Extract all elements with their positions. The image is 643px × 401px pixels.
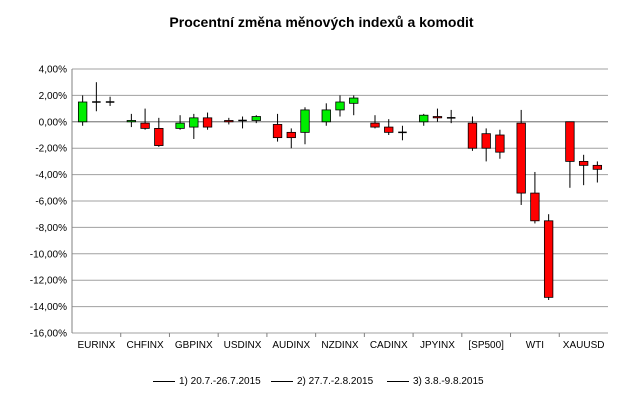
legend-item: 1) 20.7.-26.7.2015 [153,376,261,387]
legend-line-icon [153,380,175,382]
y-tick-label: -6,00% [35,197,67,208]
legend: 1) 20.7.-26.7.2015 2) 27.7.-2.8.2015 3) 3.… [0,376,643,392]
y-tick-label: -4,00% [35,170,67,181]
candlestick-chart: -16,00% -14,00% -12,00% -10,00% -8,00% -6,00%… [30,65,608,351]
candle-body [432,116,443,119]
chart-title: Procentní změna měnových indexů a komodi… [169,14,474,30]
candle-body [224,120,234,123]
y-tick-label: 2,00% [39,91,67,102]
candle-body [349,97,359,104]
y-tick-label: 0,00% [39,117,67,128]
y-tick-label: -8,00% [35,223,67,234]
candle-body [592,164,603,170]
legend-item: 3) 3.8.-9.8.2015 [387,376,484,387]
x-tick-label: CHFINX [126,340,164,351]
candle-body [175,122,185,129]
candle-body [467,122,478,149]
x-tick-label: CADINX [370,340,408,351]
candle-body [335,101,345,111]
legend-label: 1) 20.7.-26.7.2015 [179,376,261,387]
candle-body [481,133,491,149]
x-tick-label: AUDINX [272,340,310,351]
x-tick-label: [SP500] [468,340,504,351]
candle-body [286,131,296,139]
candle-body [202,117,213,128]
candle-body [300,109,310,133]
candle-body [154,127,164,146]
candle-body [419,114,429,123]
candle-body [543,220,554,298]
candle-body [530,192,540,222]
candle-body [140,122,150,129]
candle-body [495,134,505,153]
x-tick-label: XAUUSD [563,340,605,351]
candle-body [370,122,380,128]
x-tick-label: WTI [526,340,544,351]
legend-label: 2) 27.7.-2.8.2015 [297,376,374,387]
legend-line-icon [387,380,409,382]
y-tick-label: -10,00% [30,249,67,260]
candle-body [578,160,589,166]
legend-item: 2) 27.7.-2.8.2015 [271,376,373,387]
x-tick-label: NZDINX [321,340,359,351]
x-tick-label: USDINX [224,340,262,351]
candle-body [272,124,283,139]
candle-body [189,117,199,128]
y-tick-label: -16,00% [30,329,67,340]
y-tick-label: -2,00% [35,144,67,155]
legend-label: 3) 3.8.-9.8.2015 [413,376,484,387]
candle-body [384,126,394,133]
y-tick-label: -12,00% [30,276,67,287]
candle-body [565,121,575,162]
candle-body [321,109,331,123]
y-tick-label: 4,00% [39,65,67,76]
candle-body [126,120,137,123]
candle-body [77,101,88,123]
legend-line-icon [271,380,293,382]
x-tick-label: JPYINX [420,340,455,351]
y-tick-label: -14,00% [30,302,67,313]
candle-body [516,122,526,194]
x-tick-label: GBPINX [175,340,213,351]
candle-body [251,116,261,121]
x-tick-label: EURINX [77,340,115,351]
